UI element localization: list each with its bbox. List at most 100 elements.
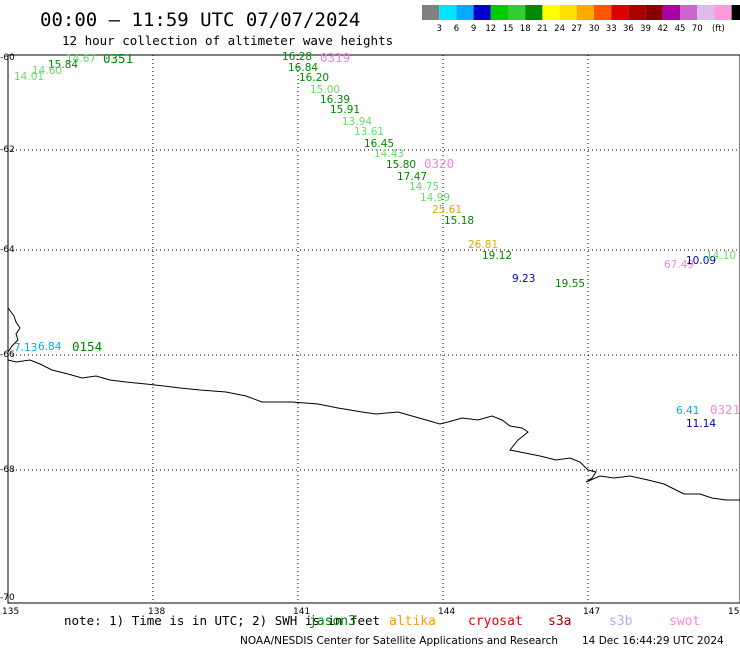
lat-tick-label: -64 [0, 245, 15, 255]
map-title: 00:00 — 11:59 UTC 07/07/2024 [40, 9, 360, 31]
pass-time-tag: 0320 [424, 156, 454, 171]
wave-height-value: 14.60 [32, 65, 62, 77]
legend-swatch [662, 5, 680, 20]
legend-swatch [439, 5, 457, 20]
lat-tick-label: -66 [0, 350, 15, 360]
wave-height-value: 14.01 [14, 71, 44, 83]
legend-label: 45 [675, 24, 686, 34]
legend-label: 3 [436, 24, 441, 34]
satellite-label: altika [389, 614, 436, 629]
legend-swatch [611, 5, 629, 20]
pass-time-tag: 0321 [710, 402, 740, 417]
legend-swatch [628, 5, 646, 20]
lon-tick-label: 150 [728, 607, 740, 617]
wave-height-value: 16.84 [288, 62, 318, 74]
map-frame [7, 54, 740, 604]
antarctic-coastline [7, 307, 740, 501]
wave-height-value: 14.99 [420, 192, 450, 204]
legend-label: 12 [485, 24, 496, 34]
legend-swatch [576, 5, 594, 20]
legend-swatch [490, 5, 508, 20]
lon-tick-label: 138 [148, 607, 165, 617]
legend-label: 36 [623, 24, 634, 34]
pass-time-tag: 0154 [72, 339, 102, 354]
legend-label: 30 [589, 24, 600, 34]
wave-height-value: 15.18 [444, 215, 474, 227]
satellite-label: s3b [609, 614, 633, 629]
wave-height-value: 19.12 [482, 250, 512, 262]
lat-tick-label: -62 [0, 145, 15, 155]
wave-height-value: 14.43 [374, 148, 404, 160]
legend-label: 18 [520, 24, 531, 34]
wave-height-value: 13.61 [354, 126, 384, 138]
wave-height-value: 14.10 [706, 250, 736, 262]
note-text: note: 1) Time is in UTC; 2) SWH is in fe… [64, 613, 380, 628]
legend-swatch [645, 5, 663, 20]
satellite-label: jason3 [309, 614, 356, 629]
satellite-label: s3a [548, 614, 571, 629]
legend-swatch [508, 5, 526, 20]
credit-text: NOAA/NESDIS Center for Satellite Applica… [240, 635, 558, 647]
legend-swatch [697, 5, 715, 20]
wave-height-value: 25.61 [432, 204, 462, 216]
wave-height-value: 16.28 [282, 51, 312, 63]
lat-tick-label: -70 [0, 593, 15, 603]
legend-swatch [525, 5, 543, 20]
wave-height-value: 13.94 [342, 116, 372, 128]
legend-swatch [456, 5, 474, 20]
wave-height-value: 14.75 [409, 181, 439, 193]
legend-label: 21 [537, 24, 548, 34]
generated-timestamp: 14 Dec 16:44:29 UTC 2024 [582, 635, 724, 647]
wave-height-value: 7.13 [14, 342, 37, 354]
satellite-label: swot [669, 614, 700, 629]
legend-swatch [680, 5, 698, 20]
lat-tick-label: -68 [0, 465, 15, 475]
graticule: 135 138 141 144 147 150 -60 -62 -64 -66 -68 -70 [0, 53, 740, 617]
wave-height-value: 15.91 [330, 104, 360, 116]
legend-label: 9 [471, 24, 476, 34]
lat-tick-label: -60 [0, 53, 15, 63]
legend-swatch [422, 5, 440, 20]
wave-height-value: 10.09 [686, 255, 716, 267]
lon-tick-label: 144 [438, 607, 455, 617]
legend-label: 24 [554, 24, 565, 34]
legend-label: 42 [657, 24, 668, 34]
legend-swatch [714, 5, 732, 20]
wave-height-value: 67.49 [664, 259, 694, 271]
wave-height-value: 15.00 [310, 84, 340, 96]
legend-label: 15 [503, 24, 514, 34]
wave-height-value: 16.20 [299, 72, 329, 84]
lon-tick-label: 147 [583, 607, 600, 617]
satellite-legend: jason3 altika cryosat s3a s3b swot [309, 614, 700, 629]
legend-label: 6 [454, 24, 459, 34]
pass-time-tag: 0319 [320, 50, 350, 65]
lon-tick-label: 141 [293, 607, 310, 617]
legend-swatch [594, 5, 612, 20]
wave-height-legend: 3 6 9 12 15 18 21 24 27 30 33 36 39 42 45 70 (ft) [422, 5, 740, 34]
legend-label: 27 [571, 24, 582, 34]
legend-label: 39 [640, 24, 651, 34]
wave-height-value: 19.55 [555, 278, 585, 290]
map-subtitle: 12 hour collection of altimeter wave hei… [62, 33, 393, 48]
legend-unit: (ft) [712, 24, 725, 34]
legend-label: 33 [606, 24, 617, 34]
wave-height-value: 11.14 [686, 418, 716, 430]
legend-swatch [542, 5, 560, 20]
wave-height-value: 9.23 [512, 273, 535, 285]
wave-height-value: 6.84 [38, 341, 62, 353]
pass-time-tag: 0351 [103, 51, 133, 66]
wave-height-value: 16.39 [320, 94, 350, 106]
legend-swatch [559, 5, 577, 20]
wave-height-value: 17.47 [397, 171, 427, 183]
satellite-label: cryosat [468, 614, 523, 629]
wave-height-value: 6.41 [676, 405, 699, 417]
wave-height-value: 14.67 [66, 53, 96, 65]
wave-height-value: 15.80 [386, 159, 416, 171]
legend-swatch [473, 5, 491, 20]
legend-label: 70 [692, 24, 703, 34]
wave-height-value: 26.81 [468, 239, 498, 251]
legend-swatch [731, 5, 740, 20]
wave-height-value: 15.84 [48, 59, 78, 71]
